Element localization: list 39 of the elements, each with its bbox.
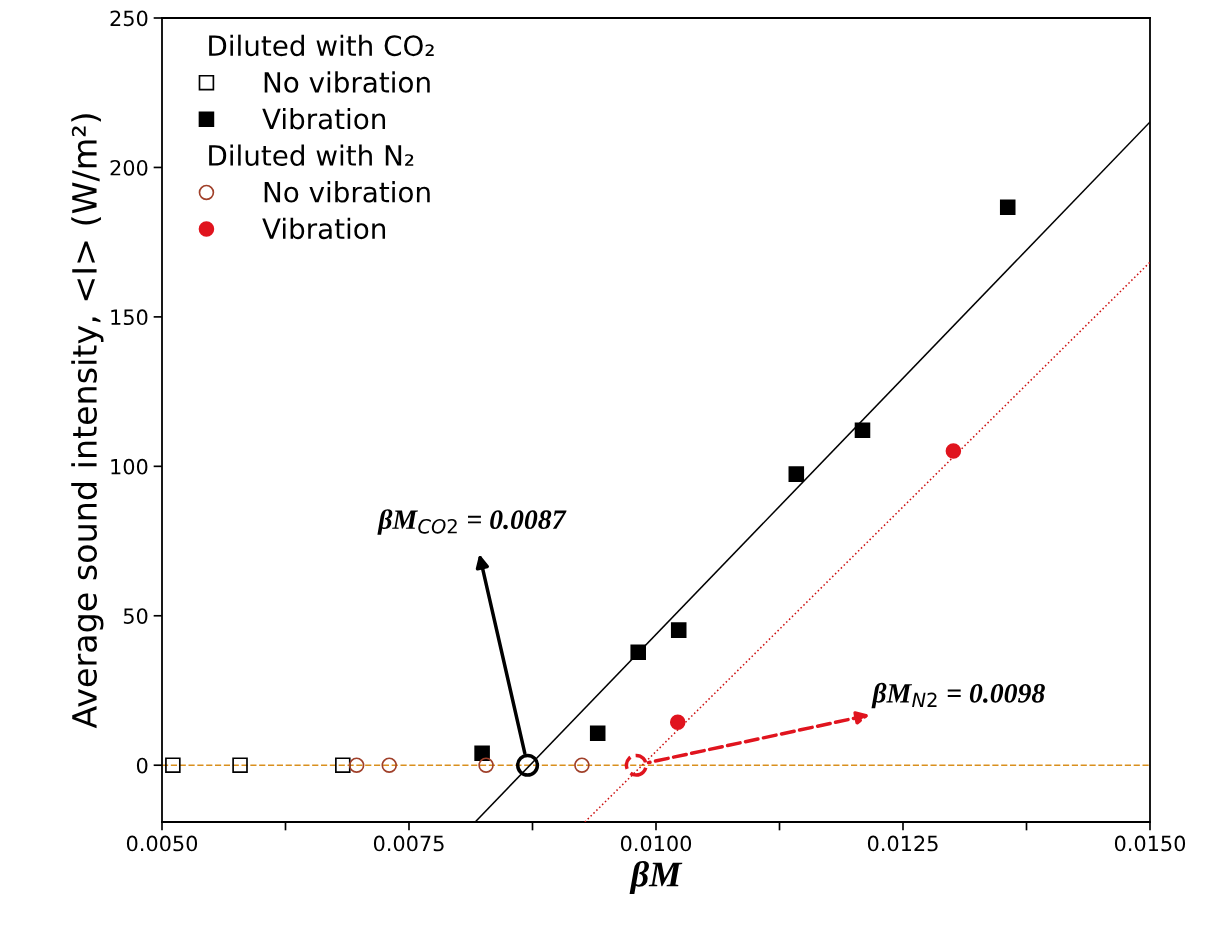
point bbox=[165, 757, 181, 773]
point bbox=[348, 757, 365, 773]
y-tick-label: 100 bbox=[111, 458, 148, 475]
legend-label: No vibration bbox=[264, 71, 430, 93]
point bbox=[478, 757, 494, 773]
point bbox=[516, 753, 540, 777]
point bbox=[624, 753, 648, 777]
legend-label: No vibration bbox=[264, 181, 430, 203]
point bbox=[335, 757, 351, 773]
legend-title: Diluted with CO₂ bbox=[209, 34, 434, 57]
legend-label: Vibration bbox=[262, 107, 386, 130]
point bbox=[381, 757, 398, 773]
point bbox=[669, 714, 686, 730]
x-tick-label: 0.0100 bbox=[620, 835, 692, 852]
x-tick-label: 0.0125 bbox=[867, 835, 938, 852]
y-tick-label: 200 bbox=[110, 159, 148, 176]
y-axis-title: Average sound intensity, <I> (W/m²) bbox=[71, 114, 104, 729]
point bbox=[945, 443, 962, 459]
x-axis-title: βM bbox=[629, 860, 683, 895]
y-tick-label: 250 bbox=[110, 10, 148, 27]
x-tick-label: 0.0075 bbox=[373, 835, 444, 852]
point bbox=[474, 745, 490, 762]
point bbox=[854, 422, 871, 438]
y-tick-label: 150 bbox=[111, 309, 148, 326]
y-tick-label: 50 bbox=[123, 608, 148, 624]
x-tick-label: 0.0150 bbox=[1114, 835, 1186, 852]
point bbox=[232, 757, 248, 773]
y-tick-label: 0 bbox=[136, 757, 148, 774]
point bbox=[630, 644, 646, 661]
annotation: Diluted with N₂ bbox=[209, 144, 414, 166]
legend-label: Vibration bbox=[262, 217, 386, 240]
point bbox=[589, 725, 606, 742]
x-tick-label: 0.0050 bbox=[126, 835, 198, 852]
point bbox=[574, 757, 590, 773]
annotation: βM$_{CO2}$ = 0.0087 bbox=[377, 509, 567, 535]
annotation: βM$_{N2}$ = 0.0098 bbox=[871, 682, 1045, 709]
point bbox=[788, 466, 805, 482]
point bbox=[670, 622, 687, 638]
point bbox=[999, 199, 1016, 215]
